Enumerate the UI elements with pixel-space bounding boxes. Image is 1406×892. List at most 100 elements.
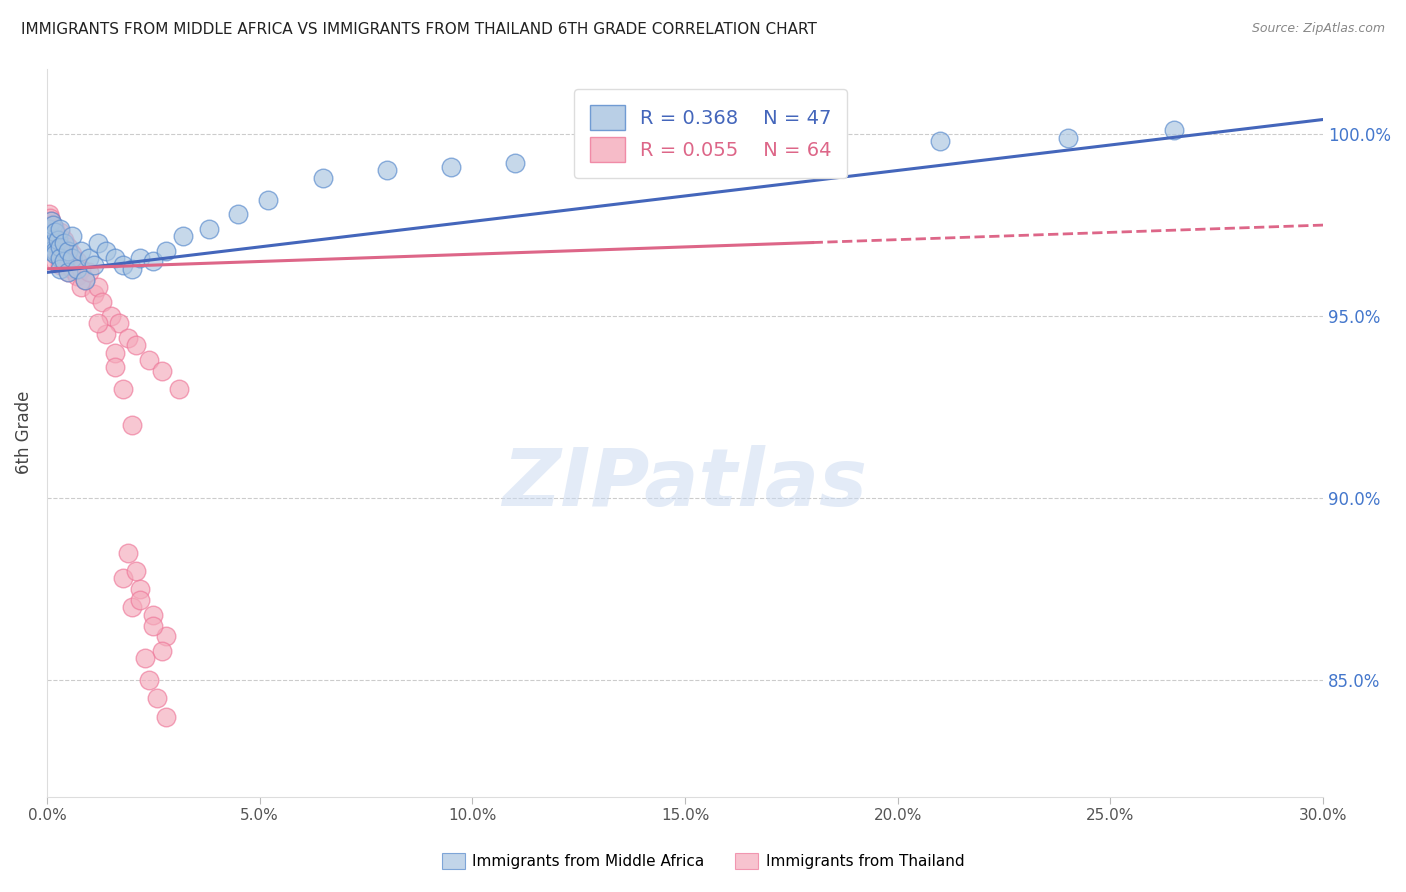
Point: [129, 593, 152, 607]
Point: [104, 345, 127, 359]
Point: [56, 254, 79, 268]
Point: [66, 261, 89, 276]
Point: [1163, 123, 1185, 137]
Point: [112, 571, 135, 585]
Text: ZIPatlas: ZIPatlas: [502, 444, 868, 523]
Point: [121, 600, 143, 615]
Point: [440, 160, 463, 174]
Point: [62, 247, 84, 261]
Point: [48, 225, 70, 239]
Point: [155, 630, 177, 644]
Point: [150, 364, 173, 378]
Point: [112, 258, 135, 272]
Point: [138, 352, 160, 367]
Point: [117, 546, 139, 560]
Point: [62, 261, 84, 276]
Point: [42, 225, 65, 239]
Point: [39, 240, 62, 254]
Point: [134, 651, 156, 665]
Point: [79, 251, 101, 265]
Point: [44, 247, 66, 261]
Point: [56, 244, 79, 258]
Point: [38, 221, 60, 235]
Point: [39, 214, 62, 228]
Point: [46, 233, 69, 247]
Point: [146, 691, 169, 706]
Point: [197, 221, 219, 235]
Point: [51, 244, 73, 258]
Point: [129, 582, 152, 596]
Point: [312, 170, 335, 185]
Point: [75, 273, 97, 287]
Point: [42, 236, 65, 251]
Point: [104, 251, 127, 265]
Point: [48, 236, 70, 251]
Point: [42, 236, 65, 251]
Point: [39, 214, 62, 228]
Point: [112, 382, 135, 396]
Point: [155, 709, 177, 723]
Text: IMMIGRANTS FROM MIDDLE AFRICA VS IMMIGRANTS FROM THAILAND 6TH GRADE CORRELATION : IMMIGRANTS FROM MIDDLE AFRICA VS IMMIGRA…: [21, 22, 817, 37]
Point: [44, 225, 66, 239]
Point: [96, 244, 118, 258]
Point: [121, 261, 143, 276]
Point: [56, 240, 79, 254]
Point: [66, 268, 89, 283]
Legend: R = 0.368    N = 47, R = 0.055    N = 64: R = 0.368 N = 47, R = 0.055 N = 64: [574, 89, 848, 178]
Point: [52, 258, 75, 272]
Point: [142, 618, 165, 632]
Point: [87, 280, 110, 294]
Point: [155, 244, 177, 258]
Y-axis label: 6th Grade: 6th Grade: [15, 391, 32, 475]
Point: [44, 233, 66, 247]
Point: [38, 229, 60, 244]
Point: [228, 207, 250, 221]
Point: [150, 644, 173, 658]
Point: [142, 607, 165, 622]
Point: [37, 218, 59, 232]
Point: [48, 247, 70, 261]
Point: [121, 418, 143, 433]
Point: [41, 218, 63, 232]
Point: [62, 251, 84, 265]
Point: [75, 273, 97, 287]
Point: [52, 233, 75, 247]
Point: [44, 244, 66, 258]
Point: [138, 673, 160, 688]
Point: [48, 258, 70, 272]
Point: [38, 207, 60, 221]
Point: [125, 564, 148, 578]
Point: [503, 156, 526, 170]
Point: [929, 134, 952, 148]
Point: [44, 244, 66, 258]
Point: [48, 251, 70, 265]
Point: [70, 261, 93, 276]
Point: [39, 233, 62, 247]
Point: [70, 244, 93, 258]
Point: [129, 251, 152, 265]
Point: [39, 211, 62, 225]
Point: [83, 258, 105, 272]
Point: [631, 149, 654, 163]
Point: [66, 254, 89, 268]
Point: [167, 382, 190, 396]
Point: [780, 142, 803, 156]
Point: [87, 236, 110, 251]
Point: [48, 221, 70, 235]
Point: [52, 254, 75, 268]
Point: [375, 163, 398, 178]
Point: [104, 360, 127, 375]
Point: [44, 254, 66, 268]
Point: [172, 229, 194, 244]
Point: [125, 338, 148, 352]
Point: [56, 265, 79, 279]
Point: [100, 309, 122, 323]
Point: [79, 265, 101, 279]
Point: [38, 221, 60, 235]
Point: [257, 193, 280, 207]
Point: [52, 236, 75, 251]
Point: [56, 265, 79, 279]
Point: [44, 221, 66, 235]
Legend: Immigrants from Middle Africa, Immigrants from Thailand: Immigrants from Middle Africa, Immigrant…: [436, 847, 970, 875]
Point: [62, 229, 84, 244]
